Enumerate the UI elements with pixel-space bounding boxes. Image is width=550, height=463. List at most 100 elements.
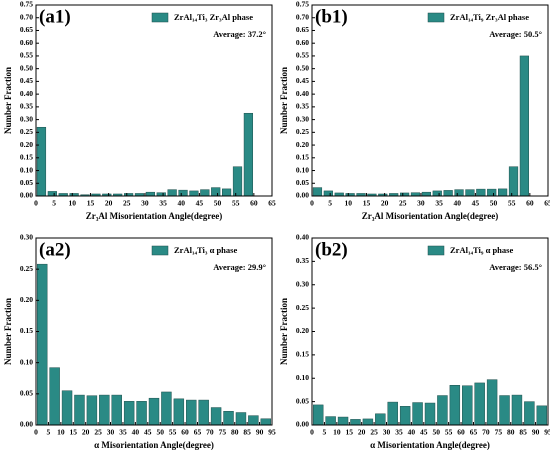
x-tick-label: 30 [417, 199, 425, 208]
y-tick-label: 0.00 [20, 420, 33, 429]
bar [519, 55, 530, 197]
bar [421, 191, 431, 197]
x-tick-label: 50 [214, 199, 222, 208]
y-tick-label: 0.35 [20, 102, 33, 111]
y-tick-label: 0.65 [296, 25, 309, 34]
bar [243, 112, 254, 197]
panel-label: (b1) [315, 6, 348, 27]
x-tick-label: 60 [457, 428, 465, 437]
y-tick-label: 0.60 [296, 38, 309, 47]
bar [498, 188, 508, 197]
legend-label: ZrAl₁₄Ti₉ Zr₃Al phase [450, 12, 529, 22]
bar [337, 416, 349, 426]
x-tick-label: 65 [268, 199, 276, 208]
x-tick-label: 85 [519, 428, 527, 437]
x-tick-label: 55 [169, 428, 177, 437]
y-tick-label: 0.05 [296, 396, 309, 405]
y-tick-label: 0.10 [20, 357, 33, 366]
x-tick-label: 15 [363, 199, 371, 208]
x-tick-label: 65 [544, 199, 550, 208]
x-tick-label: 30 [383, 428, 391, 437]
x-tick-label: 95 [544, 428, 550, 437]
bar [536, 405, 548, 426]
y-axis-label: Number Fraction [279, 67, 289, 134]
x-tick-label: 60 [181, 428, 189, 437]
y-tick-label: 0.00 [20, 191, 33, 200]
y-tick-label: 0.15 [20, 153, 33, 162]
x-tick-label: 15 [346, 428, 354, 437]
bar [145, 191, 155, 197]
panel-label: (b2) [315, 239, 348, 260]
x-axis-label: Zr₃Al Misorientation Angle(degree) [86, 211, 223, 221]
legend-swatch [427, 12, 445, 23]
y-tick-label: 0.10 [296, 373, 309, 382]
bar [210, 407, 222, 426]
y-tick-label: 0.50 [20, 63, 33, 72]
x-tick-label: 55 [445, 428, 453, 437]
x-tick-label: 15 [70, 428, 78, 437]
y-tick-label: 0.05 [20, 178, 33, 187]
y-tick-label: 0.65 [20, 25, 33, 34]
legend-swatch [427, 245, 445, 256]
x-tick-label: 35 [119, 428, 127, 437]
x-tick-label: 70 [482, 428, 490, 437]
y-tick-label: 0.10 [20, 165, 33, 174]
bar [499, 395, 510, 426]
y-tick-label: 0.40 [296, 233, 309, 242]
y-tick-label: 0.30 [20, 114, 33, 123]
y-tick-label: 0.10 [296, 165, 309, 174]
y-tick-label: 0.00 [296, 420, 309, 429]
y-tick-label: 0.75 [20, 0, 33, 9]
x-tick-label: 5 [52, 199, 56, 208]
x-tick-label: 80 [507, 428, 515, 437]
x-tick-label: 5 [323, 428, 327, 437]
bar [123, 401, 135, 426]
bar [323, 190, 333, 197]
x-tick-label: 10 [345, 199, 353, 208]
x-tick-label: 35 [435, 199, 443, 208]
x-tick-label: 35 [395, 428, 403, 437]
y-tick-label: 0.20 [296, 326, 309, 335]
x-tick-label: 20 [82, 428, 90, 437]
y-tick-label: 0.40 [296, 89, 309, 98]
x-tick-label: 15 [87, 199, 95, 208]
y-tick-label: 0.15 [20, 326, 33, 335]
x-tick-label: 30 [107, 428, 115, 437]
bar [36, 263, 48, 426]
bar [173, 398, 185, 426]
bar [99, 394, 110, 426]
y-tick-label: 0.30 [296, 114, 309, 123]
bar [167, 189, 177, 197]
y-tick-label: 0.30 [296, 279, 309, 288]
y-tick-label: 0.70 [296, 12, 309, 21]
bar [148, 397, 160, 426]
bar [443, 190, 453, 197]
x-tick-label: 50 [490, 199, 498, 208]
annotation: Average: 50.5° [489, 29, 542, 39]
y-tick-label: 0.25 [296, 303, 309, 312]
bar [49, 367, 60, 426]
y-tick-label: 0.15 [296, 153, 309, 162]
x-tick-label: 20 [381, 199, 389, 208]
bar [111, 394, 122, 426]
x-tick-label: 55 [508, 199, 516, 208]
y-tick-label: 0.45 [20, 76, 33, 85]
bar [74, 394, 85, 426]
bar [136, 401, 147, 426]
bar [424, 402, 436, 426]
panel-label: (a2) [39, 239, 71, 260]
x-tick-label: 85 [243, 428, 251, 437]
x-tick-label: 35 [159, 199, 167, 208]
bar [222, 188, 232, 197]
y-tick-label: 0.40 [20, 89, 33, 98]
x-tick-label: 45 [144, 428, 152, 437]
x-tick-label: 50 [432, 428, 440, 437]
bar [186, 399, 197, 426]
x-tick-label: 55 [232, 199, 240, 208]
x-tick-label: 30 [141, 199, 149, 208]
x-tick-label: 80 [231, 428, 239, 437]
bar [454, 189, 464, 197]
bar [312, 187, 323, 197]
annotation: Average: 56.5° [489, 262, 542, 272]
